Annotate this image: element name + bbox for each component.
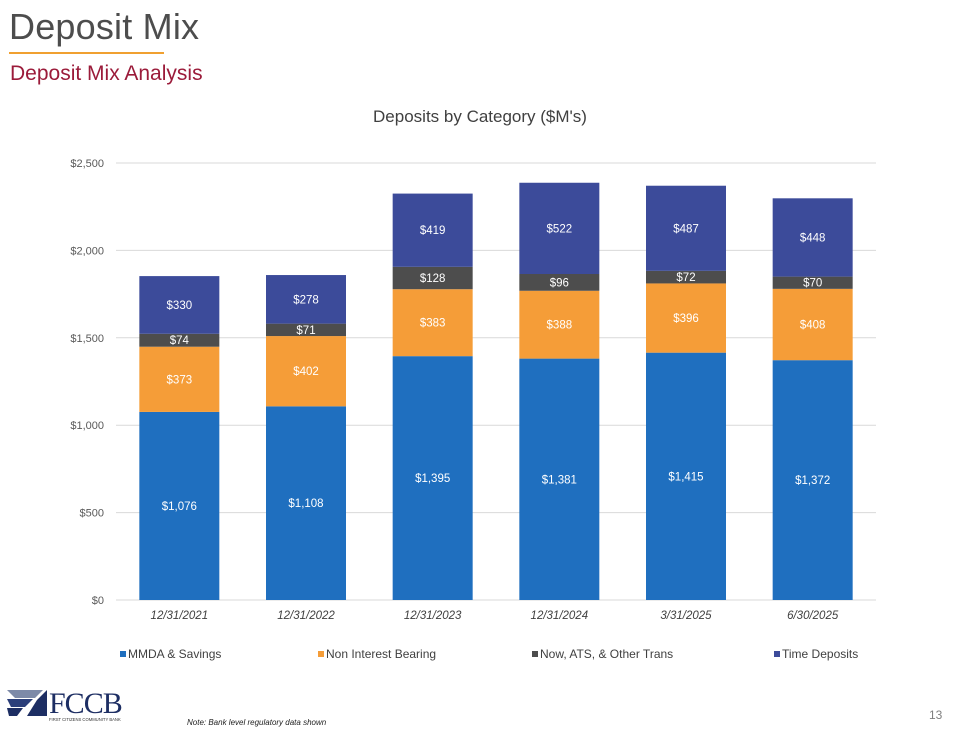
bar-segment — [519, 290, 600, 359]
data-label: $419 — [420, 225, 446, 237]
deposits-chart: Deposits by Category ($M's) $0 $500 $1,000… — [70, 107, 876, 661]
data-label: $487 — [673, 223, 699, 235]
bar-segment — [139, 346, 220, 412]
bar-segment — [646, 283, 726, 353]
y-tick-label: $0 — [92, 595, 104, 607]
slide-title: Deposit Mix — [9, 6, 200, 47]
y-tick-label: $1,000 — [70, 420, 104, 432]
x-tick-label: 12/31/2022 — [277, 610, 335, 622]
data-label: $71 — [296, 325, 315, 337]
logo-tagline: FIRST CITIZENS COMMUNITY BANK — [49, 717, 121, 722]
bar-segment — [646, 352, 726, 600]
y-tick-label: $1,500 — [70, 333, 104, 345]
legend-swatch — [318, 651, 324, 657]
data-label: $402 — [293, 366, 319, 378]
chart-title: Deposits by Category ($M's) — [373, 107, 587, 126]
bar-stack-area: $1,076 $373 $74 $330 $1,108 $402 $71 $278 $1,395… — [139, 182, 853, 600]
legend-label: MMDA & Savings — [128, 647, 221, 661]
legend-label: Now, ATS, & Other Trans — [540, 647, 673, 661]
bar-segment — [266, 275, 346, 324]
bar-segment — [139, 333, 220, 347]
legend-swatch — [532, 651, 538, 657]
bar-segment — [139, 411, 220, 600]
footnote: Note: Bank level regulatory data shown — [187, 718, 327, 727]
bar-segment — [519, 358, 600, 600]
x-axis-ticks: 12/31/2021 12/31/2022 12/31/2023 12/31/2024… — [151, 610, 839, 622]
data-label: $330 — [167, 300, 193, 312]
logo-wordmark: FCCB — [49, 688, 122, 720]
page-number: 13 — [929, 708, 943, 722]
y-tick-label: $500 — [80, 508, 104, 520]
bar-segment — [392, 289, 473, 357]
data-label: $1,108 — [288, 498, 323, 510]
x-tick-label: 6/30/2025 — [787, 610, 839, 622]
data-label: $383 — [420, 318, 446, 330]
data-label: $522 — [547, 223, 573, 235]
fccb-logo: FCCB FIRST CITIZENS COMMUNITY BANK — [7, 688, 123, 722]
data-label: $1,372 — [795, 475, 830, 487]
legend-label: Non Interest Bearing — [326, 647, 436, 661]
data-label: $388 — [547, 320, 573, 332]
bar-segment — [772, 288, 853, 361]
x-tick-label: 3/31/2025 — [660, 610, 712, 622]
bar-segment — [772, 198, 853, 277]
data-label: $72 — [676, 272, 695, 284]
chart-legend: MMDA & Savings Non Interest Bearing Now, A… — [120, 647, 858, 661]
x-tick-label: 12/31/2021 — [151, 610, 209, 622]
bar-segment — [772, 276, 853, 289]
data-label: $1,415 — [668, 471, 703, 483]
data-label: $1,395 — [415, 473, 450, 485]
data-label: $70 — [803, 278, 822, 290]
bar-segment — [519, 182, 600, 274]
data-label: $408 — [800, 320, 826, 332]
bar-segment — [646, 185, 726, 271]
bar-segment — [392, 356, 473, 600]
bar-segment — [519, 273, 600, 291]
data-label: $128 — [420, 273, 446, 285]
bar-segment — [266, 323, 346, 337]
gridlines — [116, 162, 876, 601]
bar-segment — [266, 406, 346, 600]
legend-swatch — [774, 651, 780, 657]
title-underline — [9, 52, 164, 54]
bar-segment — [646, 270, 726, 284]
bar-segment — [392, 193, 473, 267]
legend-label: Time Deposits — [782, 647, 858, 661]
legend-swatch — [120, 651, 126, 657]
bar-segment — [139, 276, 220, 334]
y-tick-label: $2,500 — [70, 158, 104, 170]
data-label: $1,076 — [162, 501, 197, 513]
data-label: $278 — [293, 294, 319, 306]
data-label: $74 — [170, 335, 190, 347]
bar-segment — [772, 360, 853, 600]
x-tick-label: 12/31/2023 — [404, 610, 462, 622]
slide-subtitle: Deposit Mix Analysis — [10, 62, 203, 85]
data-label: $448 — [800, 232, 826, 244]
bar-segment — [266, 336, 346, 407]
bar-segment — [392, 266, 473, 290]
data-label: $96 — [550, 277, 569, 289]
logo-mark-icon — [7, 690, 47, 716]
y-axis-ticks: $0 $500 $1,000 $1,500 $2,000 $2,500 — [70, 158, 104, 607]
data-label: $1,381 — [542, 474, 577, 486]
data-label: $373 — [167, 374, 193, 386]
data-label: $396 — [673, 313, 699, 325]
y-tick-label: $2,000 — [70, 245, 104, 257]
x-tick-label: 12/31/2024 — [531, 610, 589, 622]
